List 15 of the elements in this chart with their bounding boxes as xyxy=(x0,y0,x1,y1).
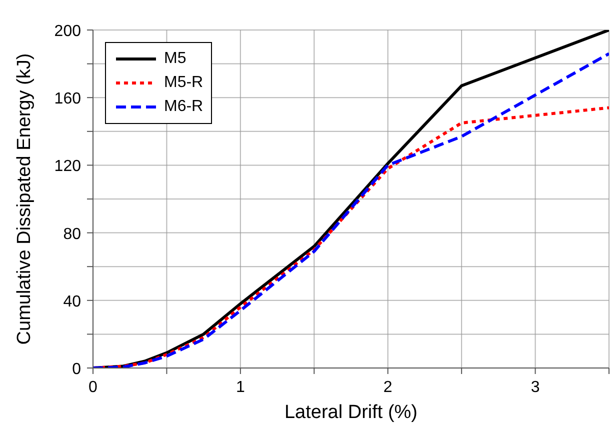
x-axis-title: Lateral Drift (%) xyxy=(284,402,418,423)
x-tick-label: 3 xyxy=(530,379,540,396)
legend-label: M5 xyxy=(164,50,186,68)
y-tick-label: 200 xyxy=(54,23,82,40)
x-tick-label: 2 xyxy=(383,379,392,396)
y-tick-label: 0 xyxy=(72,361,82,378)
y-tick-label: 160 xyxy=(54,90,82,108)
x-tick-label: 0 xyxy=(88,379,98,396)
legend-label: M6-R xyxy=(164,98,204,116)
y-axis-title: Cumulative Dissipated Energy (kJ) xyxy=(14,53,35,345)
y-tick-label: 80 xyxy=(63,226,82,243)
y-tick-label: 40 xyxy=(63,293,82,310)
y-tick-label: 120 xyxy=(54,158,82,176)
x-tick-label: 1 xyxy=(236,379,245,396)
legend-label: M5-R xyxy=(164,74,204,92)
